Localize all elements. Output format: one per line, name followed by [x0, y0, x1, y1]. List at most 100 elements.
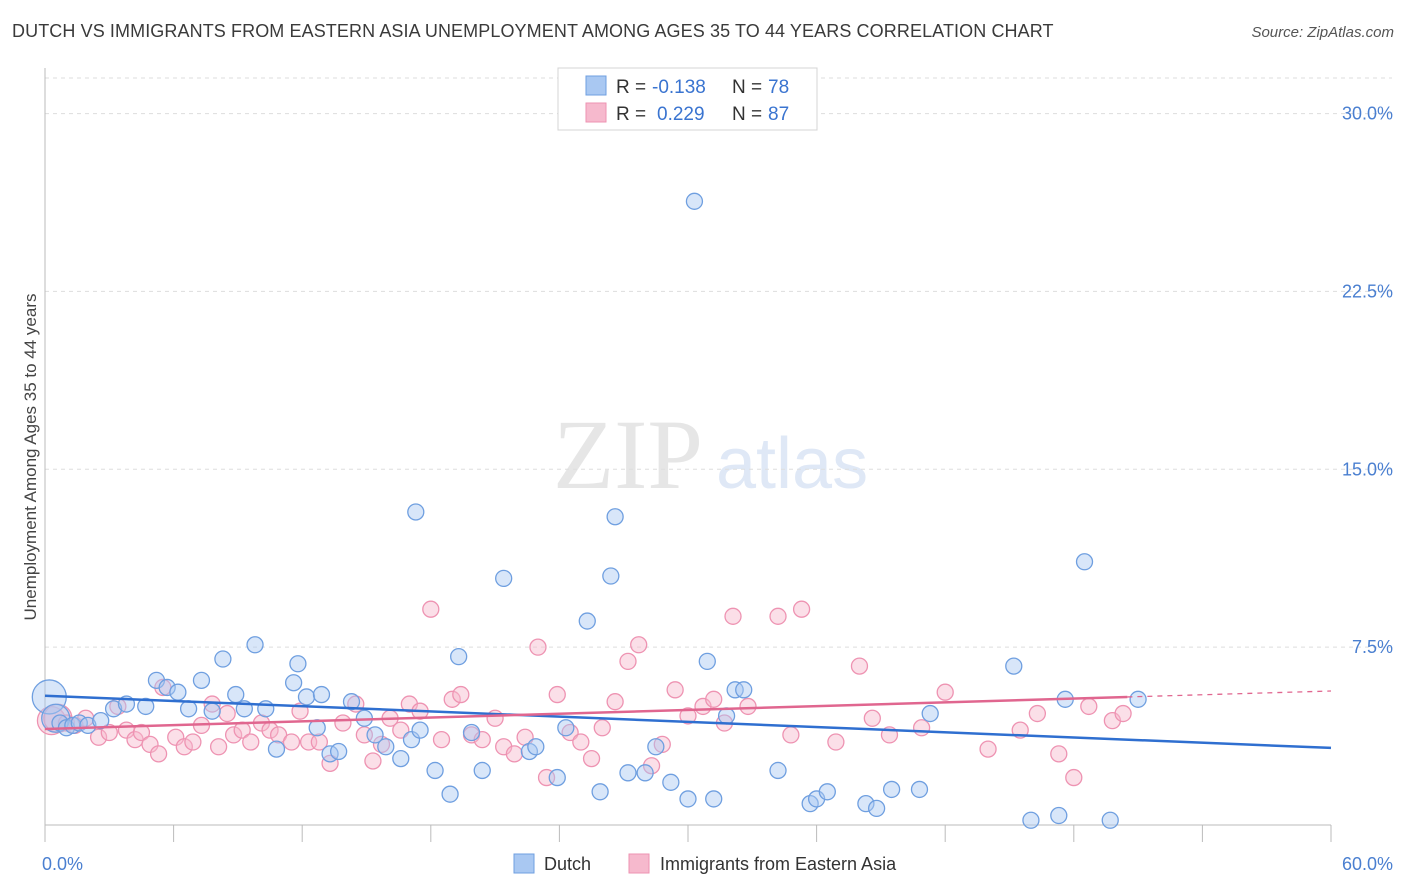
dutch-point [857, 795, 875, 813]
y-axis-label: Unemployment Among Ages 35 to 44 years [21, 294, 40, 621]
asia-point [979, 740, 997, 758]
y-tick-label: 30.0% [1342, 104, 1393, 124]
tick-labels: 7.5% 15.0% 22.5% 30.0% 0.0% 60.0% [42, 104, 1393, 874]
dutch-point [679, 790, 697, 808]
dutch-point [392, 749, 410, 768]
legend-r-value-dutch: -0.138 [652, 77, 706, 98]
dutch-point [267, 740, 286, 758]
asia-point [572, 733, 590, 751]
dutch-point [495, 569, 513, 588]
dutch-point [591, 783, 609, 801]
legend-n-value-asia: 87 [768, 104, 789, 125]
asia-point [242, 733, 260, 751]
asia-point [505, 745, 524, 763]
dutch-point [377, 738, 395, 756]
trend-line-asia-extension [1127, 690, 1332, 698]
dutch-point [1129, 690, 1147, 708]
asia-point [850, 657, 869, 675]
asia-point [141, 735, 159, 754]
chart-title: DUTCH VS IMMIGRANTS FROM EASTERN ASIA UN… [12, 21, 1054, 41]
asia-point [452, 685, 470, 704]
dutch-point [137, 697, 155, 716]
asia-point [705, 690, 723, 708]
dutch-point [910, 780, 929, 799]
y-tick-label: 15.0% [1342, 459, 1393, 479]
dutch-point [602, 567, 620, 585]
dutch-point [179, 700, 198, 718]
asia-point [218, 704, 236, 723]
bottom-legend-label-asia: Immigrants from Eastern Asia [660, 854, 897, 874]
trend-line-asia [44, 695, 1128, 731]
asia-point [1050, 745, 1068, 763]
dutch-point [192, 671, 211, 689]
asia-point [310, 733, 328, 751]
legend-n-label-asia: N = [732, 104, 762, 125]
bottom-legend-swatch-dutch [513, 853, 535, 874]
legend-r-label-asia: R = [616, 104, 646, 125]
legend-swatch-dutch [585, 75, 607, 96]
asia-point [184, 733, 202, 751]
asia-point [334, 714, 352, 732]
asia-point [443, 690, 461, 708]
trend-line-dutch [44, 694, 1332, 750]
trend-lines [44, 690, 1332, 750]
dutch-point [284, 674, 303, 692]
asia-point [529, 638, 547, 656]
watermark-atlas: atlas [716, 424, 868, 504]
legend-r-label-dutch: R = [616, 77, 646, 98]
asia-point [1114, 704, 1132, 723]
dutch-point [214, 650, 232, 668]
dutch-point [411, 721, 429, 739]
asia-point [149, 745, 168, 763]
dutch-point [169, 683, 187, 701]
asia-point [792, 600, 811, 618]
dutch-point [769, 761, 787, 780]
asia-point [282, 733, 301, 751]
dutch-point [246, 636, 264, 654]
asia-point [769, 607, 787, 625]
bottom-legend-swatch-asia [628, 853, 650, 874]
asia-point [1080, 697, 1098, 716]
dutch-point [1005, 657, 1023, 675]
asia-point [167, 728, 185, 746]
dutch-point [882, 780, 901, 799]
dutch-point [636, 764, 654, 782]
asia-point [209, 738, 228, 756]
dutch-point [921, 704, 939, 723]
dutch-point [289, 655, 307, 673]
dutch-point [578, 612, 596, 630]
dutch-point [79, 716, 97, 735]
dutch-point [257, 700, 275, 718]
asia-point [1065, 768, 1083, 787]
dutch-point [441, 785, 459, 803]
asia-point [642, 757, 661, 775]
dutch-point [662, 773, 680, 791]
asia-point [392, 721, 410, 739]
asia-point [132, 723, 151, 742]
legend-swatch-asia [585, 102, 607, 123]
dutch-point [342, 693, 361, 711]
asia-point [593, 719, 611, 737]
dutch-point [329, 742, 348, 761]
legend-n-value-dutch: 78 [768, 77, 789, 98]
asia-point [100, 723, 118, 742]
dutch-point [548, 768, 566, 787]
asia-point [724, 607, 742, 625]
asia-point [582, 749, 601, 768]
source-label: Source: ZipAtlas.com [1251, 24, 1394, 41]
x-tick-label: 60.0% [1342, 854, 1393, 874]
bottom-legend-label-dutch: Dutch [544, 854, 591, 874]
asia-point [666, 681, 684, 699]
dutch-point [818, 783, 836, 801]
dutch-point [606, 508, 624, 526]
asia-point [936, 683, 954, 701]
dutch-point [717, 707, 736, 725]
asia-point [321, 754, 339, 772]
asia-point [827, 733, 845, 751]
legend-r-value-asia: 0.229 [657, 104, 705, 125]
dutch-point [685, 192, 704, 210]
asia-point [422, 600, 440, 618]
dutch-point [407, 503, 425, 521]
dutch-point [473, 761, 491, 780]
legend-series: Dutch Immigrants from Eastern Asia [513, 853, 897, 874]
